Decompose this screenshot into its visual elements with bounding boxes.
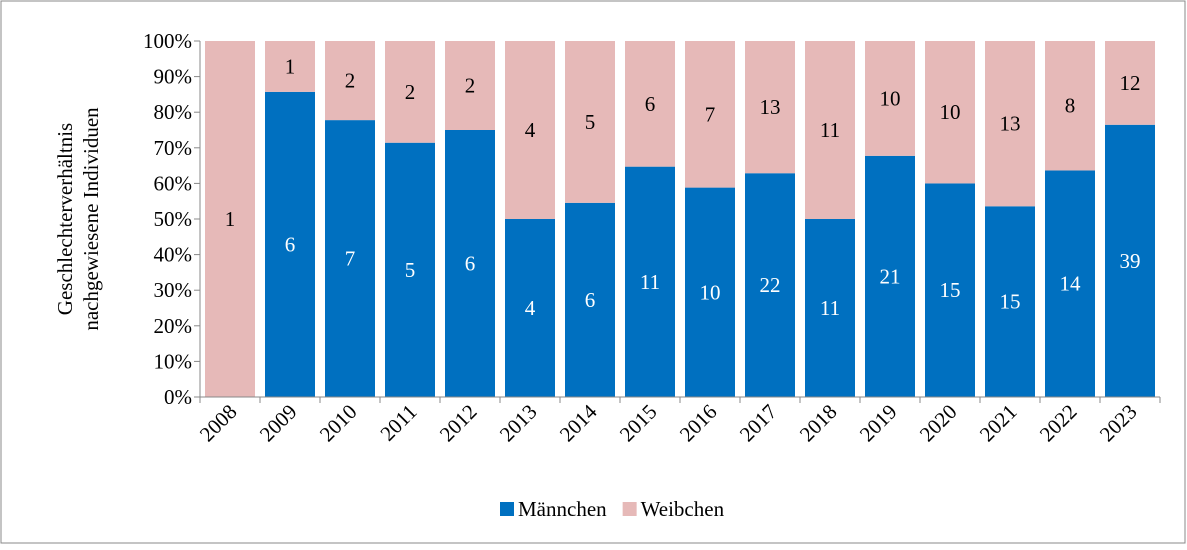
bar-segment bbox=[445, 130, 495, 397]
legend-swatch bbox=[622, 502, 637, 516]
data-label: 2 bbox=[465, 74, 476, 98]
bar-segment bbox=[985, 41, 1035, 207]
y-tick-label: 70% bbox=[154, 136, 193, 160]
data-label: 11 bbox=[640, 270, 660, 294]
data-label: 15 bbox=[940, 278, 961, 302]
data-label: 15 bbox=[1000, 290, 1021, 314]
legend-label: Männchen bbox=[518, 497, 607, 521]
data-label: 39 bbox=[1120, 249, 1141, 273]
bar-segment bbox=[325, 41, 375, 121]
y-tick-label: 100% bbox=[143, 29, 192, 53]
data-label: 7 bbox=[705, 102, 716, 126]
bar-segment bbox=[1045, 41, 1095, 171]
legend-swatch bbox=[500, 502, 514, 516]
y-tick-label: 60% bbox=[154, 171, 193, 195]
bar-segment bbox=[745, 173, 795, 397]
data-label: 10 bbox=[880, 86, 901, 110]
data-label: 21 bbox=[880, 264, 901, 288]
data-label: 11 bbox=[820, 296, 840, 320]
bar-segment bbox=[265, 41, 315, 92]
data-label: 2 bbox=[405, 80, 416, 104]
data-label: 4 bbox=[525, 296, 536, 320]
data-label: 22 bbox=[760, 273, 781, 297]
y-tick-label: 10% bbox=[154, 349, 193, 373]
bar-segment bbox=[745, 41, 795, 174]
bar-segment bbox=[625, 41, 675, 167]
bar-segment bbox=[865, 41, 915, 156]
data-label: 2 bbox=[345, 69, 356, 93]
bar-segment bbox=[505, 41, 555, 219]
data-label: 13 bbox=[1000, 112, 1021, 136]
bar-segment bbox=[805, 219, 855, 397]
bar-segment bbox=[685, 41, 735, 188]
bar-segment bbox=[205, 41, 255, 397]
bar-segment bbox=[1105, 124, 1155, 397]
y-tick-label: 80% bbox=[154, 100, 193, 124]
bar-segment bbox=[265, 91, 315, 397]
data-label: 6 bbox=[465, 252, 476, 276]
bar-segment bbox=[805, 41, 855, 219]
bar-segment bbox=[1105, 41, 1155, 125]
data-label: 1 bbox=[285, 54, 296, 78]
y-tick-label: 90% bbox=[154, 65, 193, 89]
bar-segment bbox=[445, 41, 495, 130]
data-label: 4 bbox=[525, 118, 536, 142]
data-label: 12 bbox=[1120, 71, 1141, 95]
y-axis-label: Geschlechterverhältnis bbox=[53, 123, 77, 315]
bar-segment bbox=[385, 142, 435, 397]
bar-segment bbox=[565, 41, 615, 203]
y-tick-label: 30% bbox=[154, 278, 193, 302]
bar-segment bbox=[385, 41, 435, 143]
data-label: 10 bbox=[700, 280, 721, 304]
bar-segment bbox=[865, 155, 915, 397]
y-tick-label: 40% bbox=[154, 243, 193, 267]
y-tick-label: 0% bbox=[164, 385, 192, 409]
data-label: 5 bbox=[405, 258, 416, 282]
bar-segment bbox=[925, 41, 975, 184]
bar-segment bbox=[565, 202, 615, 397]
bar-segment bbox=[625, 166, 675, 397]
data-label: 1 bbox=[225, 207, 236, 231]
bar-segment bbox=[685, 187, 735, 397]
bar-segment bbox=[505, 219, 555, 397]
y-axis-label: nachgewiesene Individuen bbox=[79, 107, 103, 331]
bar-segment bbox=[325, 120, 375, 397]
data-label: 8 bbox=[1065, 94, 1076, 118]
data-label: 7 bbox=[345, 247, 356, 271]
data-label: 6 bbox=[585, 288, 596, 312]
data-label: 10 bbox=[940, 100, 961, 124]
y-tick-label: 50% bbox=[154, 207, 193, 231]
bar-segment bbox=[1045, 170, 1095, 397]
bar-segment bbox=[925, 183, 975, 397]
legend-label: Weibchen bbox=[641, 497, 725, 521]
data-label: 14 bbox=[1060, 272, 1082, 296]
data-label: 13 bbox=[760, 95, 781, 119]
data-label: 6 bbox=[285, 232, 296, 256]
bar-segment bbox=[985, 206, 1035, 397]
data-label: 6 bbox=[645, 92, 656, 116]
y-tick-label: 20% bbox=[154, 314, 193, 338]
data-label: 5 bbox=[585, 110, 596, 134]
data-label: 11 bbox=[820, 118, 840, 142]
